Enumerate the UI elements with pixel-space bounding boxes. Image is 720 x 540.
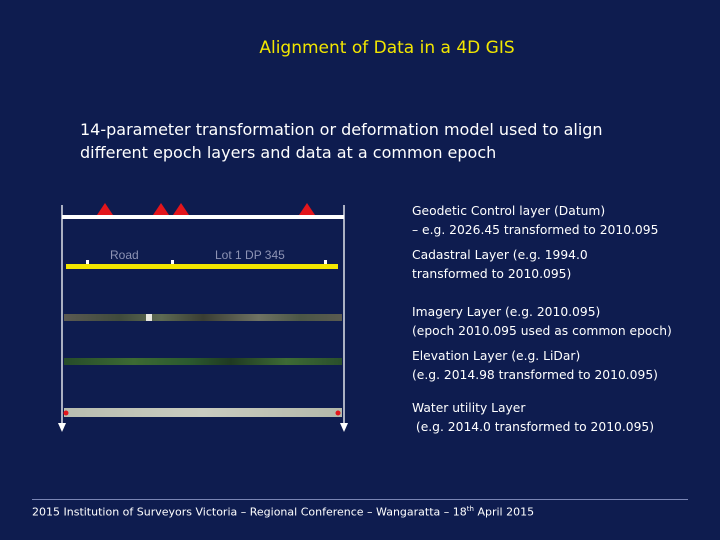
layer-desc-line: Imagery Layer (e.g. 2010.095)	[412, 305, 601, 319]
layer-diagram: Road Lot 1 DP 345	[50, 195, 360, 440]
layer-desc-water: Water utility Layer (e.g. 2014.0 transfo…	[412, 399, 712, 437]
water-node-right	[335, 410, 341, 416]
control-mark-1	[97, 203, 113, 215]
imagery-strip	[64, 314, 342, 321]
control-mark-3	[173, 203, 189, 215]
layer-desc-line: transformed to 2010.095)	[412, 267, 572, 281]
footer-superscript: th	[466, 505, 474, 513]
slide-title: Alignment of Data in a 4D GIS	[259, 38, 515, 58]
footer-text-main: 2015 Institution of Surveyors Victoria –…	[32, 505, 467, 519]
right-arrow-head	[340, 423, 348, 432]
cadastral-tick	[171, 260, 174, 264]
water-node-left	[63, 410, 69, 416]
layer-desc-line: Geodetic Control layer (Datum)	[412, 204, 606, 218]
layer-desc-line: – e.g. 2026.45 transformed to 2010.095	[412, 223, 659, 237]
imagery-highlight	[146, 314, 152, 321]
footer-text-end: April 2015	[473, 505, 535, 519]
water-utility-strip	[64, 408, 342, 417]
footer-divider	[32, 499, 688, 500]
layer-desc-cadastral: Cadastral Layer (e.g. 1994.0 transformed…	[412, 246, 712, 284]
geodetic-control-line	[62, 215, 344, 219]
cadastral-tick	[86, 260, 89, 264]
layer-desc-line: Water utility Layer	[412, 401, 526, 415]
left-arrow-head	[58, 423, 66, 432]
layer-desc-imagery: Imagery Layer (e.g. 2010.095) (epoch 201…	[412, 303, 712, 341]
control-mark-2	[153, 203, 169, 215]
footer-text: 2015 Institution of Surveyors Victoria –…	[32, 505, 534, 519]
road-label: Road	[110, 248, 139, 262]
layer-desc-line: Elevation Layer (e.g. LiDar)	[412, 349, 581, 363]
layer-desc-geodetic: Geodetic Control layer (Datum) – e.g. 20…	[412, 202, 712, 240]
layer-desc-line: Cadastral Layer (e.g. 1994.0	[412, 248, 588, 262]
layer-diagram-svg: Road Lot 1 DP 345	[58, 203, 348, 432]
layer-desc-elevation: Elevation Layer (e.g. LiDar) (e.g. 2014.…	[412, 347, 712, 385]
layer-desc-line: (e.g. 2014.0 transformed to 2010.095)	[412, 420, 655, 434]
layer-desc-line: (e.g. 2014.98 transformed to 2010.095)	[412, 368, 658, 382]
control-mark-4	[299, 203, 315, 215]
slide-subtitle: 14-parameter transformation or deformati…	[80, 120, 603, 162]
cadastral-line	[66, 264, 338, 269]
lot-label: Lot 1 DP 345	[215, 248, 285, 262]
elevation-strip	[64, 358, 342, 365]
layer-desc-line: (epoch 2010.095 used as common epoch)	[412, 324, 672, 338]
cadastral-tick	[324, 260, 327, 264]
